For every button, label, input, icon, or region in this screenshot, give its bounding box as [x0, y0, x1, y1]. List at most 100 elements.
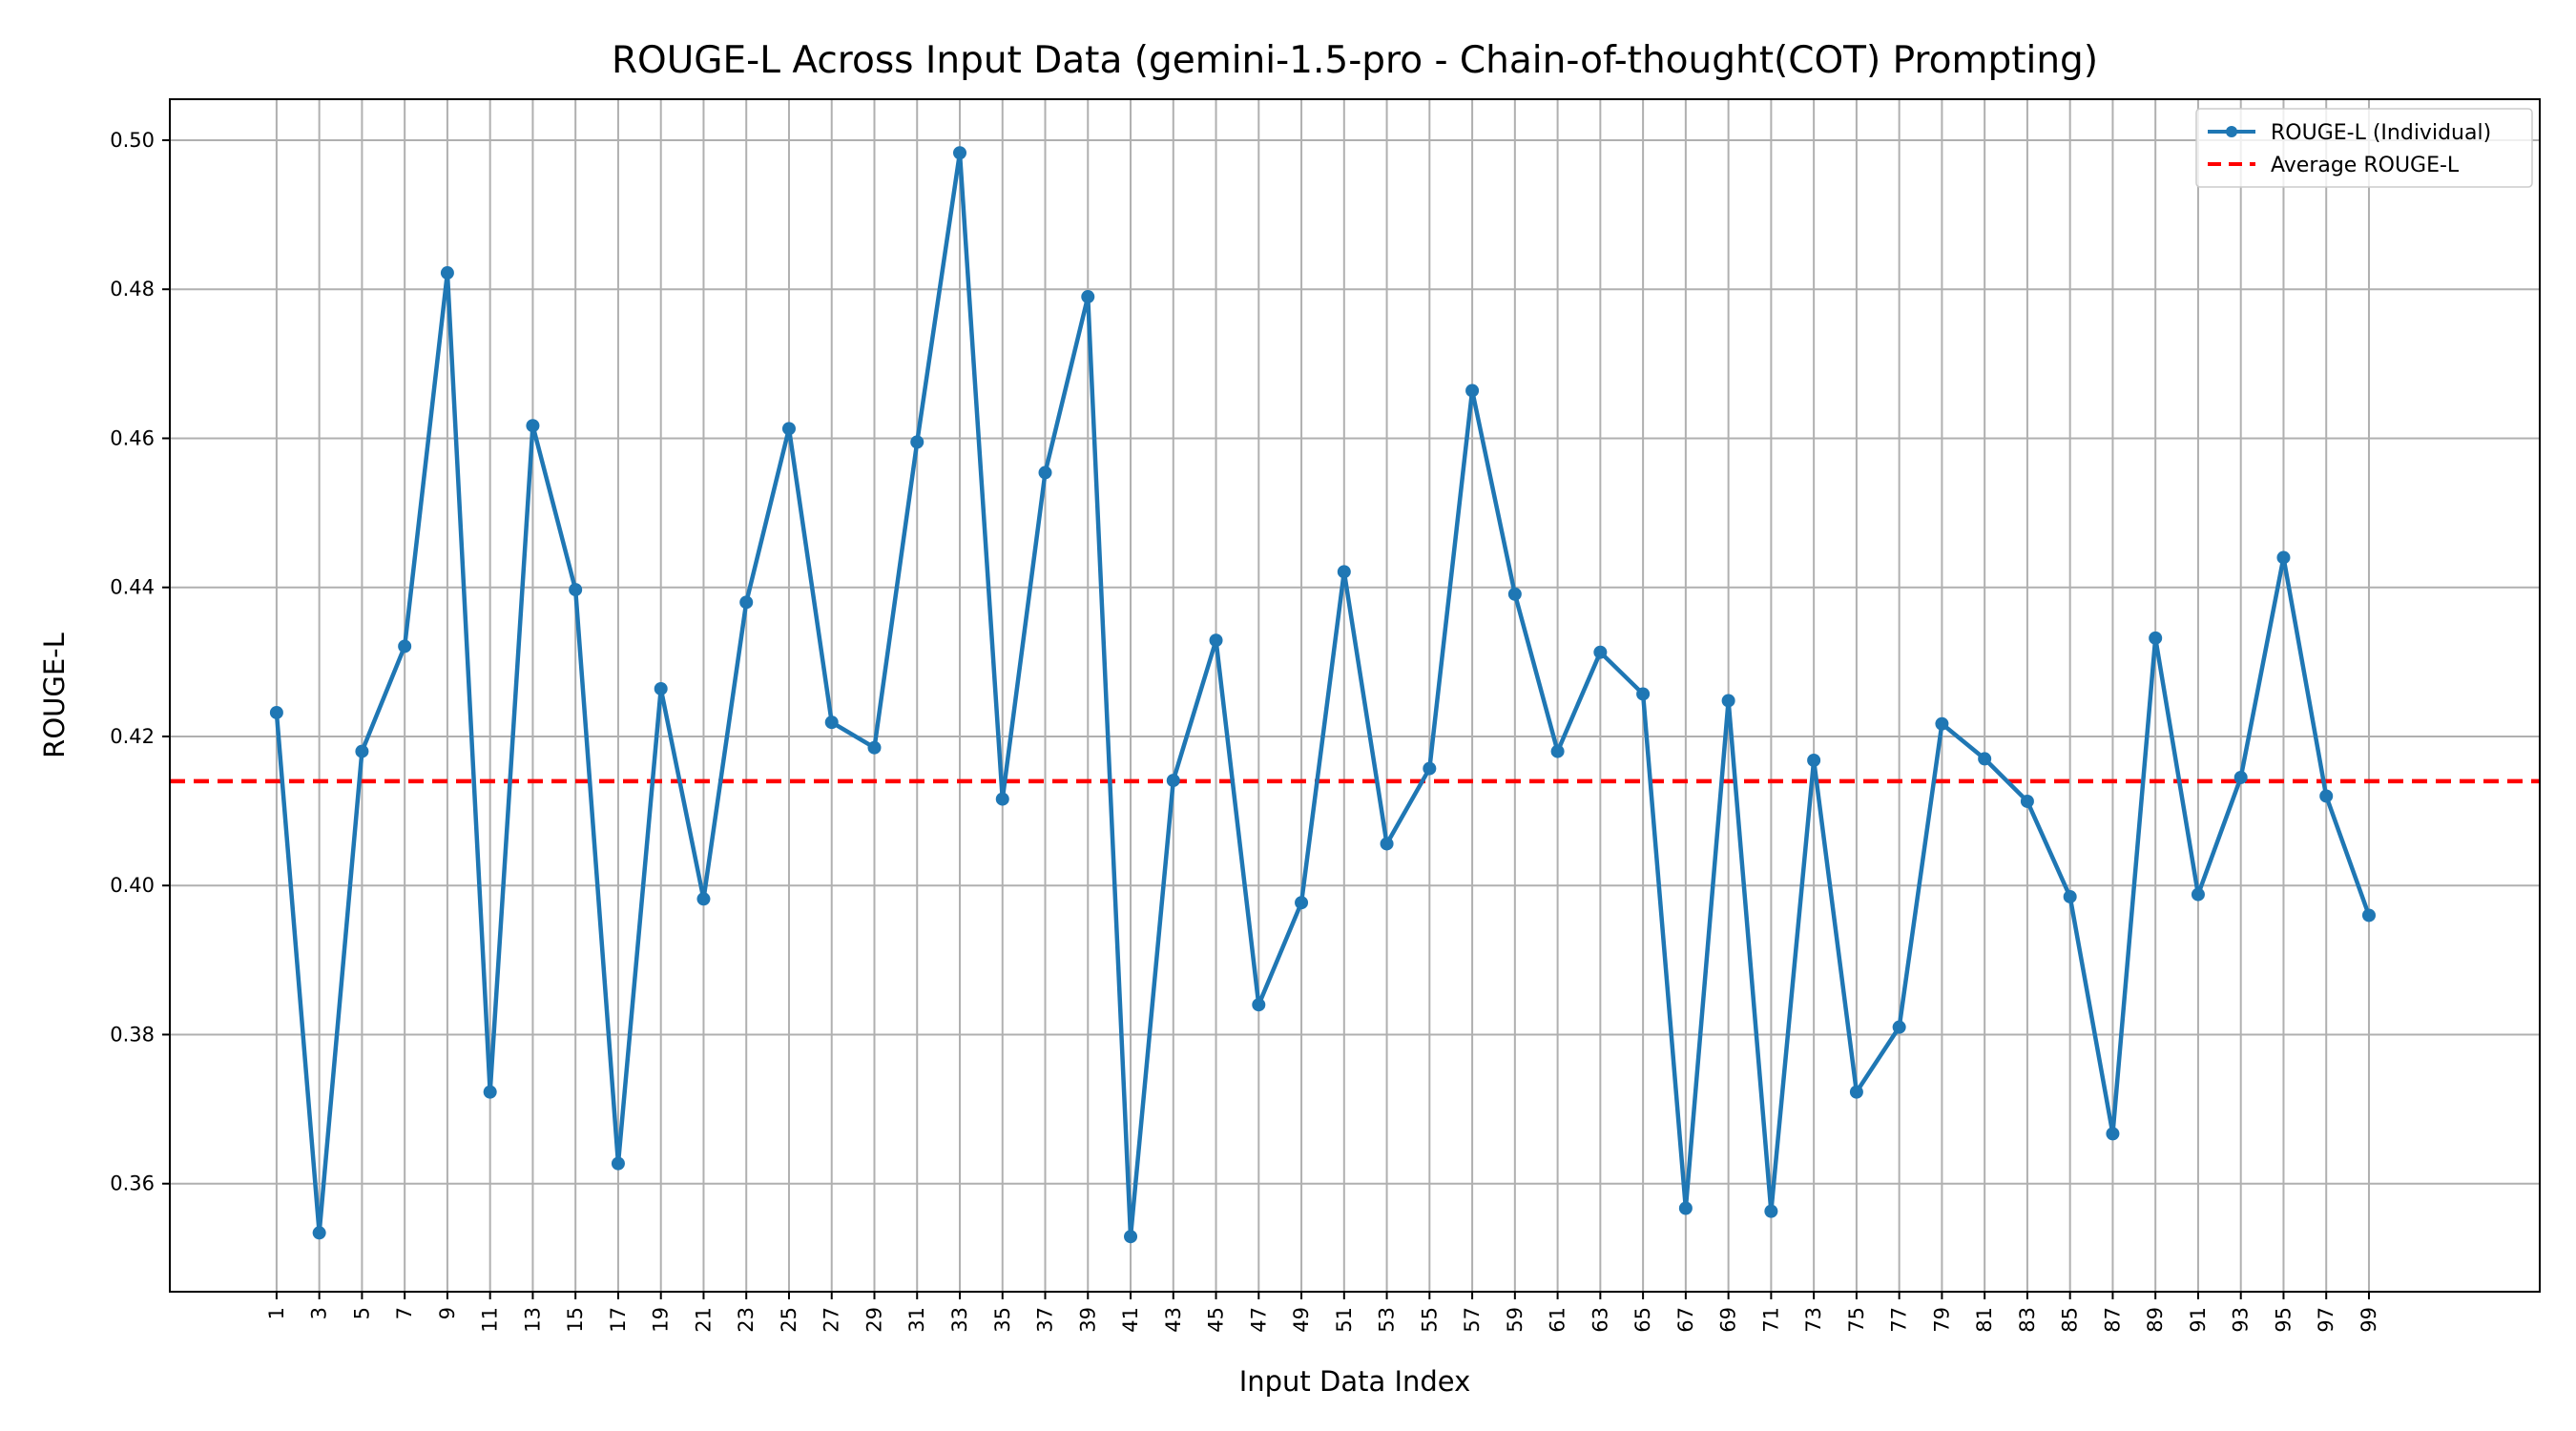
x-tick-label: 11: [479, 1307, 502, 1333]
data-point: [1423, 761, 1437, 776]
data-point: [1935, 716, 1949, 731]
x-tick-label: 29: [862, 1307, 885, 1333]
data-point: [995, 792, 1009, 806]
data-point: [1252, 998, 1266, 1012]
x-tick-label: 59: [1504, 1307, 1527, 1333]
data-point: [1849, 1085, 1863, 1099]
data-point: [1764, 1204, 1778, 1218]
x-tick-label: 61: [1547, 1307, 1569, 1333]
data-point: [1507, 587, 1522, 601]
data-point: [696, 892, 711, 906]
x-tick-label: 67: [1674, 1307, 1697, 1333]
x-tick-label: 79: [1930, 1307, 1953, 1333]
x-tick-label: 5: [350, 1307, 373, 1319]
x-tick-label: 49: [1290, 1307, 1313, 1333]
x-tick-label: 35: [991, 1307, 1014, 1333]
y-axis-label: ROUGE-L: [38, 633, 71, 758]
data-point: [2276, 550, 2291, 565]
data-point: [1550, 744, 1565, 758]
chart-title: ROUGE-L Across Input Data (gemini-1.5-pr…: [612, 39, 2098, 82]
x-tick-label: 99: [2358, 1307, 2380, 1333]
x-tick-label: 81: [1973, 1307, 1996, 1333]
x-tick-label: 43: [1162, 1307, 1185, 1333]
data-point: [2106, 1127, 2120, 1141]
x-tick-label: 21: [692, 1307, 715, 1333]
y-tick-label: 0.40: [110, 874, 155, 897]
data-point: [569, 583, 583, 597]
x-tick-label: 15: [564, 1307, 587, 1333]
data-point: [1166, 774, 1180, 788]
data-point: [781, 422, 796, 436]
x-tick-label: 27: [821, 1307, 843, 1333]
data-point: [611, 1156, 625, 1171]
x-tick-label: 9: [436, 1307, 459, 1319]
data-point: [1807, 753, 1821, 767]
y-tick-label: 0.44: [110, 576, 155, 599]
x-tick-label: 97: [2315, 1307, 2337, 1333]
x-tick-label: 93: [2230, 1307, 2253, 1333]
data-point: [1593, 645, 1608, 659]
legend-label-individual: ROUGE-L (Individual): [2271, 121, 2491, 145]
data-point: [2020, 794, 2034, 808]
x-tick-label: 39: [1076, 1307, 1099, 1333]
y-tick-label: 0.50: [110, 129, 155, 152]
data-point: [398, 639, 412, 653]
data-point: [1337, 565, 1351, 579]
x-tick-label: 63: [1589, 1307, 1611, 1333]
data-point: [1892, 1020, 1906, 1034]
x-tick-label: 25: [778, 1307, 800, 1333]
data-point: [910, 435, 924, 449]
data-point: [1209, 633, 1223, 648]
data-point: [739, 595, 754, 610]
legend-label-average: Average ROUGE-L: [2271, 154, 2460, 177]
x-tick-label: 91: [2187, 1307, 2210, 1333]
data-point: [269, 705, 283, 719]
x-tick-label: 71: [1759, 1307, 1782, 1333]
data-point: [867, 740, 882, 755]
x-axis-label: Input Data Index: [1239, 1365, 1471, 1398]
plot-frame: [169, 98, 2541, 1293]
y-tick-label: 0.46: [110, 426, 155, 449]
x-tick-label: 55: [1418, 1307, 1441, 1333]
series-line-individual: [274, 151, 2372, 1239]
x-tick-label: 77: [1888, 1307, 1911, 1333]
x-tick-label: 89: [2144, 1307, 2167, 1333]
x-tick-label: 33: [948, 1307, 971, 1333]
x-tick-label: 17: [607, 1307, 630, 1333]
data-point: [1678, 1201, 1693, 1215]
x-tick-label: 57: [1461, 1307, 1484, 1333]
data-point: [2233, 770, 2248, 784]
y-axis-ticks: 0.36 0.38 0.40 0.42 0.44 0.46 0.48 0.50: [110, 129, 170, 1195]
x-tick-label: 87: [2101, 1307, 2124, 1333]
data-point: [1465, 384, 1480, 398]
data-point: [1636, 687, 1651, 701]
x-tick-label: 23: [735, 1307, 758, 1333]
x-tick-label: 83: [2016, 1307, 2039, 1333]
x-tick-label: 65: [1631, 1307, 1654, 1333]
data-point: [2149, 631, 2163, 645]
x-tick-label: 51: [1333, 1307, 1356, 1333]
x-tick-label: 31: [905, 1307, 928, 1333]
data-point: [2361, 908, 2376, 923]
legend-box: [2195, 108, 2533, 188]
data-point: [1081, 290, 1095, 304]
x-tick-label: 73: [1802, 1307, 1825, 1333]
legend: ROUGE-L (Individual) Average ROUGE-L: [2195, 108, 2533, 188]
x-axis-ticks: 1 3 5 7 9 11 13 15 17 19 21 23 25 27 29 31 33 35 37 39 41 43 4…: [265, 1292, 2380, 1333]
data-point: [824, 716, 839, 730]
data-point: [355, 744, 369, 758]
data-point: [312, 1226, 326, 1240]
x-tick-label: 37: [1034, 1307, 1057, 1333]
x-tick-label: 13: [521, 1307, 544, 1333]
data-point: [1295, 896, 1309, 910]
data-point: [1380, 837, 1394, 851]
x-tick-label: 75: [1845, 1307, 1868, 1333]
series-layer: [269, 146, 2376, 1244]
x-tick-label: 69: [1717, 1307, 1740, 1333]
data-point: [2319, 789, 2334, 803]
x-tick-label: 53: [1376, 1307, 1399, 1333]
data-point: [483, 1085, 497, 1099]
data-point: [526, 419, 540, 433]
data-point: [1721, 694, 1735, 708]
